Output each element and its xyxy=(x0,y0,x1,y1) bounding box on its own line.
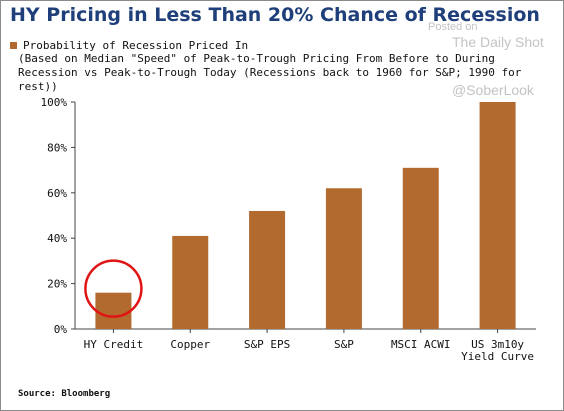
watermark-posted-on: Posted on xyxy=(428,21,478,33)
y-tick-label: 0% xyxy=(54,323,68,336)
chart-title: HY Pricing in Less Than 20% Chance of Re… xyxy=(10,4,540,26)
source-note: Source: Bloomberg xyxy=(18,389,111,399)
chart-subtitle: (Based on Median "Speed" of Peak-to-Trou… xyxy=(18,52,522,93)
y-tick-label: 40% xyxy=(47,232,67,245)
y-tick-label: 100% xyxy=(41,96,68,109)
watermark-site: The Daily Shot xyxy=(452,34,544,50)
y-tick-label: 80% xyxy=(47,141,67,154)
bar xyxy=(479,102,516,329)
y-tick-label: 20% xyxy=(47,278,67,291)
x-tick-label: Copper xyxy=(170,338,210,351)
bar xyxy=(172,235,209,329)
x-tick-label: S&P EPS xyxy=(244,338,290,351)
highlight-circle xyxy=(84,259,143,318)
x-tick-label: Yield Curve xyxy=(461,350,534,363)
title-band xyxy=(1,1,563,31)
x-tick-label: MSCI ACWI xyxy=(391,338,451,351)
legend-swatch xyxy=(10,42,17,49)
bar xyxy=(95,292,132,329)
x-tick-label: HY Credit xyxy=(84,338,144,351)
watermark-handle: @SoberLook xyxy=(452,82,534,98)
x-tick-label: S&P xyxy=(334,338,354,351)
y-tick-label: 60% xyxy=(47,187,67,200)
bar xyxy=(325,188,362,329)
legend-label: Probability of Recession Priced In xyxy=(23,39,249,52)
bar xyxy=(402,167,439,329)
bar xyxy=(249,210,286,329)
x-tick-label: US 3m10y xyxy=(471,338,524,351)
